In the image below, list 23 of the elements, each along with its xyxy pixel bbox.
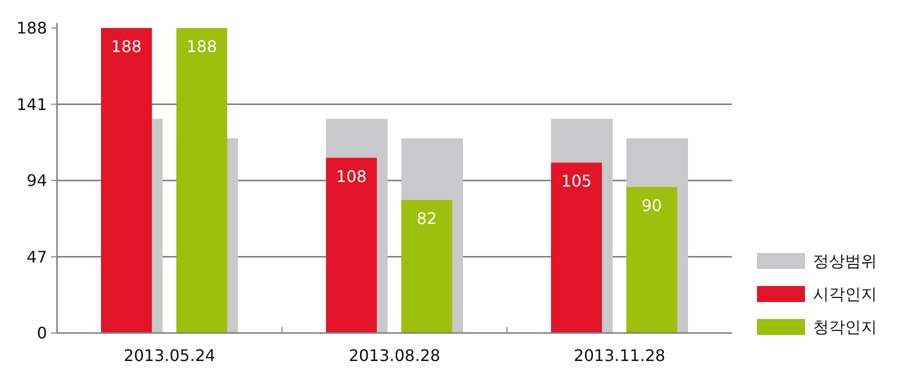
bar bbox=[626, 186, 678, 333]
bar bbox=[101, 28, 152, 333]
y-tick-label: 141 bbox=[16, 94, 47, 114]
data-label: 108 bbox=[336, 166, 367, 186]
x-tick-label: 2013.05.24 bbox=[124, 346, 216, 365]
legend-label: 청각인지 bbox=[813, 318, 877, 337]
x-tick-label: 2013.11.28 bbox=[574, 346, 666, 365]
bar bbox=[551, 162, 602, 333]
bar bbox=[176, 28, 228, 333]
data-label: 188 bbox=[186, 37, 218, 56]
data-label: 82 bbox=[416, 208, 437, 228]
y-tick-label: 0 bbox=[36, 324, 47, 343]
y-tick-label: 47 bbox=[26, 247, 47, 266]
y-tick-label: 188 bbox=[16, 18, 47, 38]
x-tick-label: 2013.08.28 bbox=[348, 346, 440, 365]
data-label: 90 bbox=[642, 196, 662, 215]
bar bbox=[326, 158, 377, 333]
data-label: 105 bbox=[561, 172, 592, 191]
data-label: 188 bbox=[111, 37, 142, 56]
bar bbox=[401, 200, 452, 333]
y-tick-label: 94 bbox=[26, 171, 47, 190]
legend-label: 시각인지 bbox=[813, 284, 877, 304]
legend-label: 정상범위 bbox=[813, 252, 877, 271]
